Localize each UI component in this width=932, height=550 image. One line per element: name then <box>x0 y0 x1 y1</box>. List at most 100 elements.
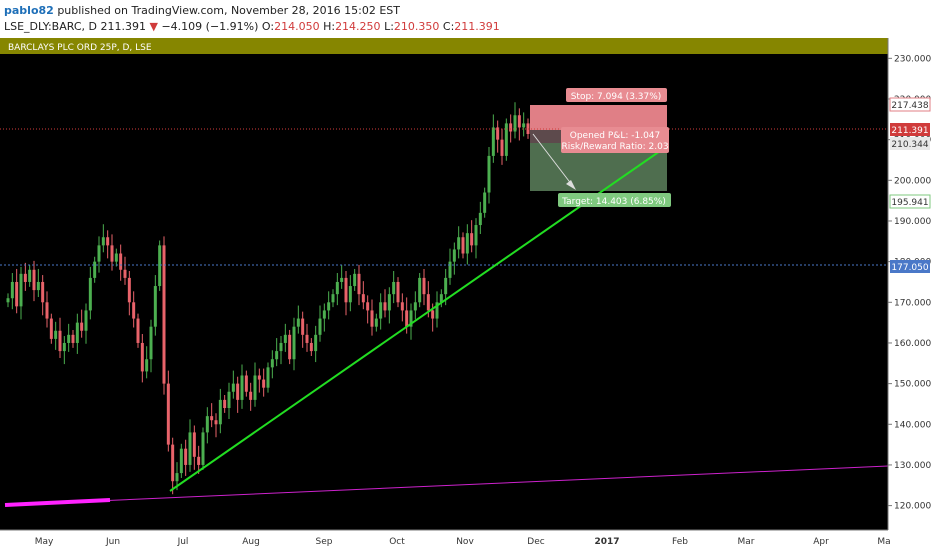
candle-body <box>296 318 300 327</box>
x-tick-label: Aug <box>242 537 260 547</box>
candle-body <box>28 269 32 282</box>
candle-body <box>270 359 274 368</box>
candle-body <box>314 334 318 352</box>
candle-body <box>431 310 435 319</box>
candle-body <box>227 391 231 409</box>
candle-body <box>149 326 153 360</box>
x-tick-label: Jul <box>177 537 189 547</box>
stop-zone[interactable] <box>530 105 667 130</box>
low-value: 210.350 <box>393 20 440 33</box>
candle-body <box>127 277 131 303</box>
time-axis[interactable] <box>0 530 932 550</box>
x-tick-label: May <box>35 537 54 547</box>
candle-body <box>279 342 283 352</box>
candle-body <box>171 444 175 482</box>
candle-body <box>357 273 361 295</box>
ohlc-line: LSE_DLY:BARC, D 211.391 ▼ −4.109 (−1.91%… <box>4 20 500 33</box>
candle-body <box>392 281 396 295</box>
candle-body <box>422 277 426 295</box>
chart-header: pablo82 published on TradingView.com, No… <box>0 0 932 38</box>
candle-body <box>71 334 75 343</box>
chart-area[interactable]: BARCLAYS PLC ORD 25P, D, LSE Stop: 7.094… <box>0 38 932 550</box>
candle-body <box>491 127 495 156</box>
y-tick-label: 200.000 <box>894 176 931 186</box>
candle-body <box>405 310 409 327</box>
publish-line: pablo82 published on TradingView.com, No… <box>4 4 400 17</box>
candle-body <box>140 342 144 372</box>
candle-body <box>496 127 500 140</box>
candle-body <box>478 212 482 226</box>
candle-body <box>257 375 261 380</box>
open-value: 214.050 <box>274 20 320 33</box>
candle-body <box>483 192 487 213</box>
chart-title: BARCLAYS PLC ORD 25P, D, LSE <box>8 43 152 53</box>
target-label-box <box>558 193 671 207</box>
candle-body <box>93 261 97 278</box>
y-tick-label: 160.000 <box>894 339 931 349</box>
candle-body <box>400 302 404 311</box>
projection-arrow <box>532 133 573 186</box>
low-label: L: <box>384 20 394 33</box>
candle-body <box>67 334 71 343</box>
down-arrow-icon: ▼ <box>149 20 158 33</box>
price-axis[interactable] <box>888 38 932 550</box>
candle-body <box>158 245 162 287</box>
candle-body <box>275 351 279 360</box>
candle-body <box>470 233 474 246</box>
candle-body <box>504 123 508 156</box>
stop-price-tag <box>889 97 931 112</box>
candle-body <box>288 334 292 360</box>
candle-body <box>36 281 40 291</box>
candle-body <box>509 123 513 132</box>
candle-body <box>205 416 209 433</box>
candle-body <box>19 273 23 307</box>
price-change: −4.109 (−1.91%) <box>161 20 259 33</box>
target-price-tag <box>889 194 931 209</box>
published-text: published on TradingView.com, November 2… <box>57 4 400 17</box>
candle-body <box>97 245 101 262</box>
candle-body <box>41 281 45 303</box>
candle-body <box>396 281 400 303</box>
hline-price-text: 177.050 <box>891 263 928 273</box>
current-price-tag <box>890 123 930 136</box>
close-value: 211.391 <box>454 20 500 33</box>
y-tick-label: 120.000 <box>894 502 931 512</box>
candle-body <box>101 237 105 246</box>
risk-reward-label: Risk/Reward Ratio: 2.03 <box>561 142 668 152</box>
candle-body <box>379 302 383 319</box>
candle-body <box>370 310 374 327</box>
x-tick-label: Feb <box>672 537 688 547</box>
x-tick-label: Oct <box>389 537 405 547</box>
time-axis-ticks: May Jun Jul Aug Sep Oct Nov Dec 2017 Feb Mar Apr Ma <box>35 537 891 547</box>
author-link[interactable]: pablo82 <box>4 4 54 17</box>
candle-body <box>249 391 253 400</box>
candle-body <box>413 302 417 311</box>
candle-body <box>444 277 448 295</box>
long-trend-line[interactable] <box>4 465 889 506</box>
candle-body <box>500 139 504 156</box>
candle-body <box>461 237 465 254</box>
candle-body <box>309 342 313 352</box>
candle-body <box>366 302 370 311</box>
uptrend-line[interactable] <box>169 150 661 492</box>
candle-body <box>106 237 110 246</box>
candle-body <box>136 318 140 343</box>
candle-body <box>162 245 166 384</box>
candle-body <box>240 375 244 400</box>
candle-body <box>387 294 391 311</box>
candle-body <box>331 294 335 303</box>
candle-body <box>374 318 378 327</box>
symbol-label: LSE_DLY:BARC, D <box>4 20 97 33</box>
candle-body <box>6 298 10 303</box>
candle-body <box>214 420 218 425</box>
candle-body <box>218 399 222 425</box>
candle-body <box>223 399 227 409</box>
candle-body <box>266 367 270 388</box>
candle-body <box>84 310 88 331</box>
candle-body <box>340 277 344 282</box>
x-tick-label: Jun <box>105 537 120 547</box>
candle-body <box>474 225 478 246</box>
candle-body <box>201 432 205 465</box>
price-chart[interactable]: BARCLAYS PLC ORD 25P, D, LSE Stop: 7.094… <box>0 38 932 550</box>
candle-body <box>45 302 49 319</box>
